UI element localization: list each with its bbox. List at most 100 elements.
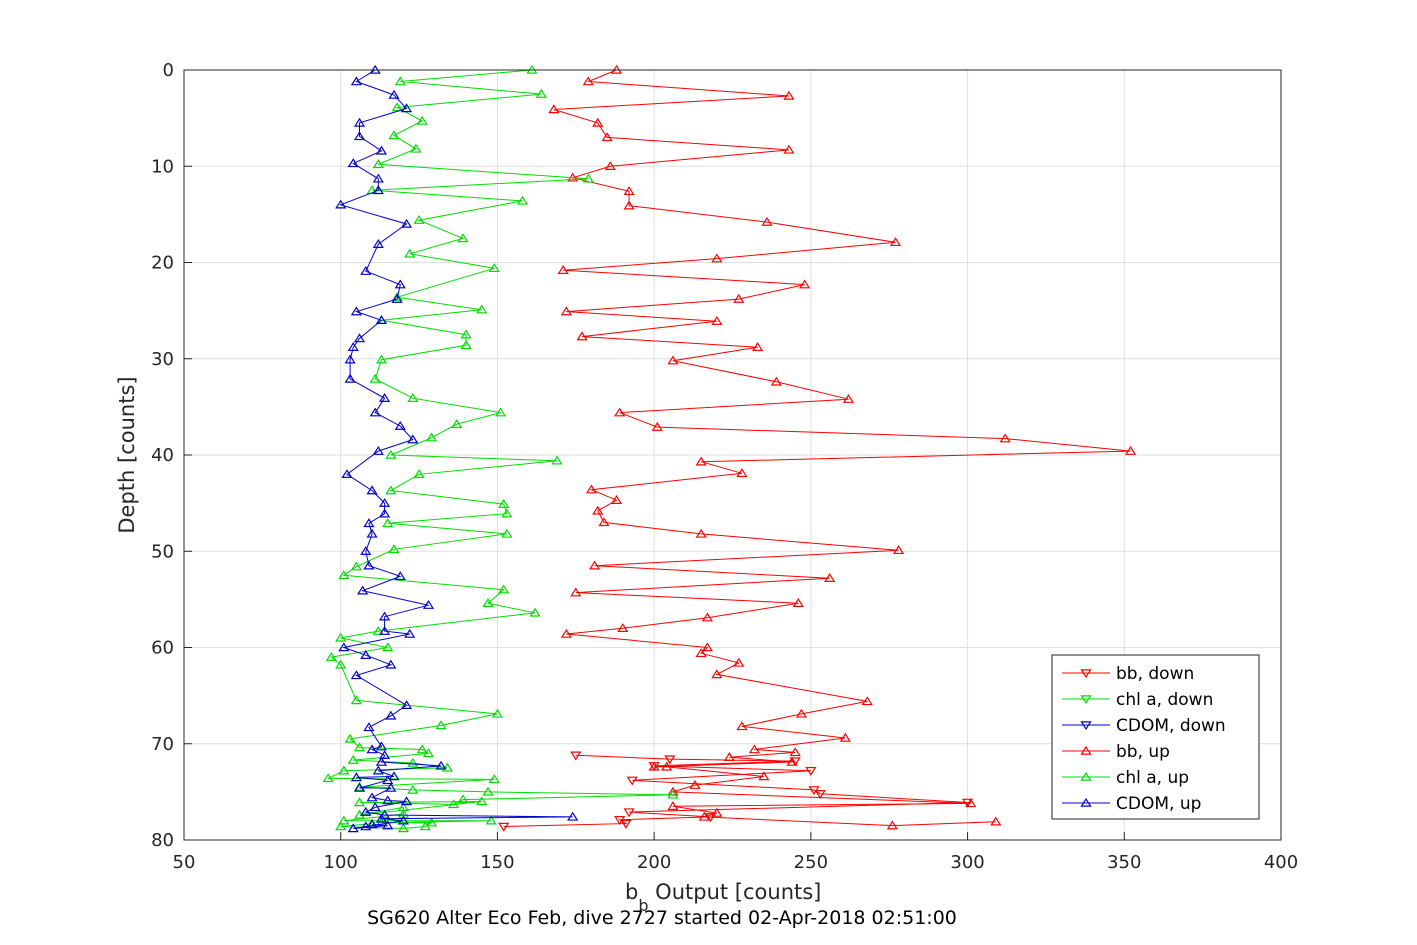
series-5-point-20 bbox=[344, 354, 356, 364]
series-5-point-5 bbox=[353, 131, 366, 141]
series-0-point-0 bbox=[570, 751, 582, 761]
series-3-point-22 bbox=[770, 376, 782, 386]
series-5-point-3 bbox=[400, 103, 413, 113]
series-4-point-73 bbox=[419, 821, 431, 831]
series-5-point-64 bbox=[379, 809, 391, 819]
series-4-point-3 bbox=[391, 102, 403, 112]
series-4-point-43 bbox=[325, 651, 337, 661]
series-5-point-49 bbox=[366, 744, 378, 754]
series-3-point-31 bbox=[610, 495, 623, 504]
series-3-point-14 bbox=[557, 265, 569, 274]
series-4-point-57 bbox=[488, 774, 500, 784]
series-4-point-28 bbox=[413, 469, 425, 478]
series-3-point-35 bbox=[893, 545, 905, 555]
x-tick-label-1: 100 bbox=[324, 852, 358, 873]
x-tick-label-6: 350 bbox=[1107, 852, 1141, 873]
series-3-point-48 bbox=[795, 708, 808, 718]
series-0-point-9 bbox=[623, 808, 635, 818]
legend-marker-5 bbox=[1080, 797, 1092, 807]
series-5-point-66 bbox=[375, 813, 388, 823]
series-5-point-26 bbox=[372, 445, 384, 455]
series-4-point-60 bbox=[482, 786, 494, 796]
series-3-point-30 bbox=[585, 484, 598, 494]
series-5-point-1 bbox=[350, 76, 362, 86]
series-5-point-47 bbox=[363, 722, 375, 732]
x-axis-label: bb Output [counts] bbox=[625, 880, 821, 915]
series-5-point-62 bbox=[369, 802, 381, 812]
series-3-point-38 bbox=[570, 587, 582, 597]
series-5-point-54 bbox=[388, 771, 400, 781]
series-5-point-63 bbox=[360, 806, 372, 816]
series-4-point-48 bbox=[344, 733, 356, 743]
legend-box bbox=[1051, 654, 1260, 820]
series-layer bbox=[322, 64, 1137, 833]
series-5-point-44 bbox=[350, 670, 362, 680]
series-5-point-17 bbox=[375, 315, 388, 324]
legend-label-3: bb, up bbox=[1116, 742, 1170, 762]
series-5-point-12 bbox=[372, 239, 384, 248]
series-3-point-1 bbox=[582, 76, 594, 86]
series-5-point-2 bbox=[388, 89, 400, 99]
series-4-point-7 bbox=[372, 159, 384, 169]
x-tick-label-5: 300 bbox=[950, 852, 984, 873]
series-3-point-18 bbox=[711, 316, 723, 325]
series-3-point-29 bbox=[736, 468, 748, 478]
y-tick-label-4: 40 bbox=[151, 445, 174, 466]
series-3-point-2 bbox=[783, 90, 795, 100]
series-5-point-28 bbox=[366, 485, 378, 495]
series-5-point-60 bbox=[382, 795, 394, 805]
series-4-point-69 bbox=[338, 815, 350, 825]
x-axis-label-main: b bbox=[625, 880, 638, 904]
series-4-point-44 bbox=[335, 659, 347, 669]
series-5-point-45 bbox=[400, 700, 413, 710]
series-5-point-57 bbox=[353, 782, 366, 792]
series-5-point-16 bbox=[350, 306, 362, 316]
y-tick-label-3: 30 bbox=[151, 349, 174, 370]
series-5-point-23 bbox=[369, 407, 381, 417]
series-0-point-2 bbox=[789, 757, 801, 767]
series-4-point-22 bbox=[407, 393, 419, 402]
series-3-point-59 bbox=[667, 786, 679, 796]
series-3-point-19 bbox=[576, 331, 588, 341]
series-3-point-33 bbox=[598, 517, 610, 527]
series-5-point-56 bbox=[382, 775, 394, 785]
series-3-point-40 bbox=[701, 612, 714, 622]
series-5-point-9 bbox=[372, 185, 384, 195]
series-4-point-1 bbox=[394, 76, 406, 86]
series-5-point-46 bbox=[385, 710, 397, 720]
series-3-point-61 bbox=[667, 801, 679, 811]
y-tick-label-5: 50 bbox=[151, 541, 174, 562]
y-tick-label-1: 10 bbox=[151, 156, 174, 177]
series-4-point-65 bbox=[476, 796, 488, 806]
series-5-point-41 bbox=[338, 642, 350, 652]
axis-ticks: 50 100 150 200 250 300 350 400 0 10 20 30 40 50 60 70 80 bbox=[151, 60, 1298, 873]
series-5-point-24 bbox=[394, 420, 406, 430]
series-5-point-15 bbox=[391, 293, 403, 303]
series-4-point-45 bbox=[350, 695, 362, 705]
series-4-point-35 bbox=[350, 561, 362, 571]
series-3-point-63 bbox=[698, 811, 710, 821]
series-3-point-20 bbox=[751, 342, 764, 351]
series-3-point-53 bbox=[723, 752, 735, 761]
series-3-point-42 bbox=[560, 628, 572, 638]
series-3-point-62 bbox=[711, 807, 723, 817]
series-3-point-50 bbox=[839, 732, 851, 742]
series-4-point-8 bbox=[582, 173, 594, 183]
legend-label-0: bb, down bbox=[1116, 664, 1194, 684]
series-3-point-45 bbox=[733, 657, 745, 667]
series-5-point-48 bbox=[375, 741, 388, 751]
series-3-point-7 bbox=[604, 161, 616, 170]
series-5-point-35 bbox=[394, 571, 406, 581]
series-3-point-15 bbox=[799, 279, 811, 289]
series-5-point-59 bbox=[366, 792, 378, 802]
series-line-3 bbox=[553, 69, 1131, 827]
series-3-point-37 bbox=[824, 573, 836, 582]
series-3-point-43 bbox=[701, 642, 714, 652]
series-5-point-53 bbox=[372, 765, 384, 775]
series-3-point-52 bbox=[789, 747, 801, 757]
series-0-point-12 bbox=[620, 819, 632, 829]
series-5-point-8 bbox=[372, 173, 384, 183]
legend-label-1: chl a, down bbox=[1116, 690, 1213, 710]
series-0-point-5 bbox=[626, 776, 638, 786]
series-5-point-39 bbox=[379, 625, 391, 635]
